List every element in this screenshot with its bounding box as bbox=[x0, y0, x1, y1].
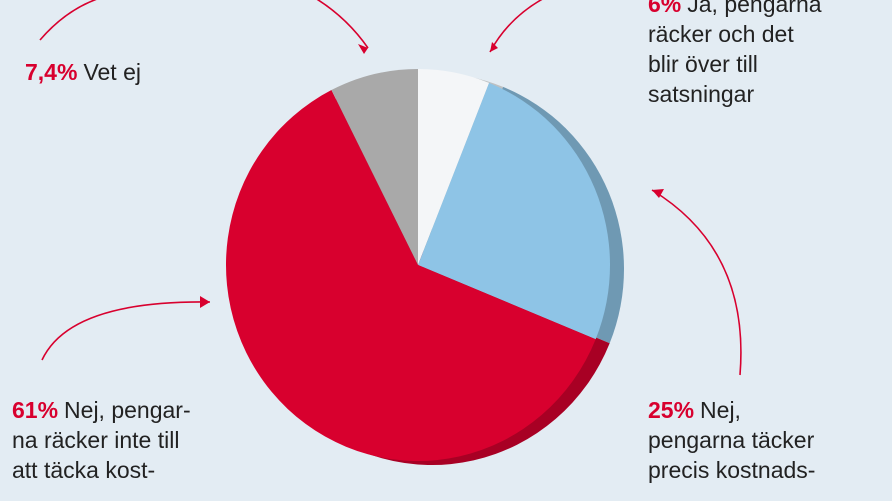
value-label: 7,4% bbox=[25, 59, 77, 85]
label-line: räcker och det bbox=[648, 21, 794, 47]
value-label: 61% bbox=[12, 397, 58, 423]
arrow bbox=[316, 0, 369, 49]
pie bbox=[226, 69, 624, 465]
label-line: att täcka kost- bbox=[12, 457, 155, 483]
label-line: pengarna täcker bbox=[648, 427, 815, 453]
slice bbox=[226, 90, 596, 462]
label-line: precis kostnads- bbox=[648, 457, 815, 483]
slice bbox=[418, 82, 610, 340]
arrow bbox=[39, 0, 97, 41]
label-line: blir över till bbox=[648, 51, 758, 77]
value-label: 6% bbox=[648, 0, 681, 17]
label-line: Nej, bbox=[700, 397, 741, 423]
label-line: Vet ej bbox=[83, 59, 141, 85]
label-line: Ja, pengarna bbox=[687, 0, 821, 17]
label-line: Nej, pengar- bbox=[64, 397, 191, 423]
label: 7,4% Vet ej bbox=[25, 59, 141, 85]
slice bbox=[418, 69, 490, 265]
label: 6% Ja, pengarna räcker och det blir över ti… bbox=[648, 0, 822, 107]
arrow bbox=[651, 189, 742, 376]
label: 25% Nej, pengarna täcker precis kostnads- bbox=[648, 397, 815, 483]
value-label: 25% bbox=[648, 397, 694, 423]
label-line: na räcker inte till bbox=[12, 427, 179, 453]
arrows bbox=[39, 0, 742, 376]
labels: 6% Ja, pengarna räcker och det blir över ti… bbox=[12, 0, 822, 483]
label: 61% Nej, pengar-na räcker inte till att tä… bbox=[12, 397, 191, 483]
label-line: satsningar bbox=[648, 81, 754, 107]
slice bbox=[331, 69, 418, 265]
arrow bbox=[41, 301, 211, 361]
